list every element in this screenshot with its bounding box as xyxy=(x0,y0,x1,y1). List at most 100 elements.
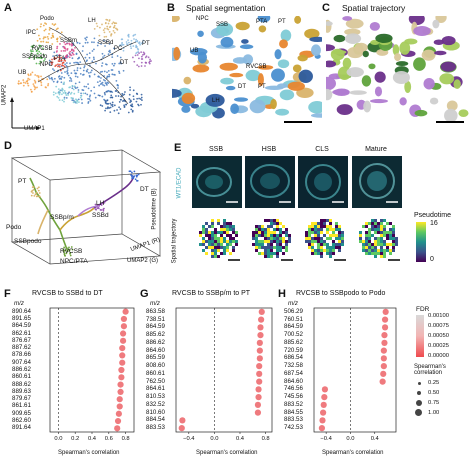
umap-label-ssbd: SSBd xyxy=(98,40,114,46)
size-value-2: 0.75 xyxy=(428,400,440,406)
traj-label-dt: DT xyxy=(140,186,149,193)
umap-label-ipc: IPC xyxy=(26,30,37,36)
mz-label: 760.51 xyxy=(284,315,303,323)
x-tick-label: −0.4 xyxy=(320,436,332,442)
mz-label: 810.60 xyxy=(146,408,165,416)
trajectory-3d-plot xyxy=(10,149,162,265)
mz-label: 879.67 xyxy=(12,395,31,403)
seg-label-ssb: SSB xyxy=(216,22,229,28)
dot-864.60 xyxy=(256,347,263,354)
mz-label: 745.56 xyxy=(284,393,303,401)
umap-label-ssbm: SSBm xyxy=(60,38,78,44)
umap-label-npc: NPC xyxy=(40,62,53,68)
seg-label-npc: NPC xyxy=(196,16,209,22)
trajectory-map-mature xyxy=(359,219,400,261)
size-legend-title: Spearman's correlation xyxy=(414,364,446,376)
umap1-axis-label: UMAP1 xyxy=(24,126,45,132)
x-tick-label: −0.4 xyxy=(183,436,195,442)
panel-h-mz-label: m/z xyxy=(288,300,298,307)
panel-d-letter: D xyxy=(4,140,12,152)
traj-label-podo: Podo xyxy=(6,224,22,231)
e-col-cls: CLS xyxy=(315,146,329,153)
seg-label-ub: UB xyxy=(190,48,199,54)
mz-label: 886.62 xyxy=(146,338,165,346)
dot-891.65 xyxy=(120,315,128,323)
dot-863.58 xyxy=(258,308,265,315)
dot-760.51 xyxy=(381,316,389,323)
dot-886.62 xyxy=(256,339,263,346)
plot-h: −0.4 0.0 0.4 xyxy=(313,307,397,442)
mz-label: 878.66 xyxy=(12,351,31,359)
traj-label-rvcsb: RVCSB xyxy=(60,248,83,255)
fdr-legend-title: FDR xyxy=(416,306,430,313)
mz-label: 865.59 xyxy=(146,354,165,362)
dot-686.54 xyxy=(380,355,387,362)
micrograph-mature xyxy=(352,156,402,208)
dot-742.53 xyxy=(318,425,325,432)
dot-860.61 xyxy=(118,374,125,381)
dot-876.67 xyxy=(119,337,127,344)
fdr-value-2: 0.00050 xyxy=(428,333,449,339)
seg-label-pta: PTA xyxy=(256,19,268,25)
trajectory-map-hsb xyxy=(252,219,293,261)
x-tick-label: 0.0 xyxy=(346,436,354,442)
dot-746.56 xyxy=(321,386,329,393)
traj-label-ssbd: SSBd xyxy=(92,212,109,219)
umap2-axis-label: UMAP2 xyxy=(1,84,8,106)
umap-label-ub: UB xyxy=(18,70,27,76)
e-row1-label: WT1/ECAD xyxy=(176,167,183,199)
plot-f: 0.0 0.2 0.4 0.6 0.8 xyxy=(49,307,135,442)
mz-label: 700.52 xyxy=(284,331,303,339)
x-tick-label: 0.8 xyxy=(262,436,270,442)
dot-883.52 xyxy=(320,401,327,408)
umap-label-pta: PTA xyxy=(54,56,66,62)
dot-860.61 xyxy=(256,370,263,377)
x-tick-label: 0.4 xyxy=(236,436,245,442)
panel-g-title: RVCSB to SSBp/m to PT xyxy=(172,290,251,297)
seg-label-lh: LH xyxy=(212,98,220,104)
size-dot-0 xyxy=(418,382,421,385)
size-dot-3 xyxy=(415,409,422,416)
d-axis-umap2: UMAP2 (G) xyxy=(127,258,159,264)
dot-887.62 xyxy=(119,345,126,352)
mz-label: 506.29 xyxy=(284,307,303,315)
fdr-colorbar xyxy=(416,315,424,357)
panel-c-title: Spatial trajectory xyxy=(342,3,406,13)
panel-f-letter: F xyxy=(4,288,11,300)
panel-h-xlabel: Spearman's correlation xyxy=(322,450,384,456)
fdr-value-0: 0.00100 xyxy=(428,313,449,319)
mz-label: 889.63 xyxy=(12,387,31,395)
mz-label: 862.61 xyxy=(12,329,31,337)
seg-label-rvcsb: RVCSB xyxy=(246,64,267,70)
panel-c-letter: C xyxy=(322,2,330,14)
x-tick-label: 0.0 xyxy=(210,436,218,442)
mz-label: 883.52 xyxy=(284,400,303,408)
seg-label-dt: DT xyxy=(238,84,246,90)
mz-label: 808.60 xyxy=(146,362,165,370)
umap-scatter xyxy=(10,18,152,130)
traj-label-ssbpodo: SSBpodo xyxy=(14,238,42,245)
fdr-value-4: 0.00000 xyxy=(428,353,449,359)
mz-label: 738.51 xyxy=(146,315,165,323)
dot-864.59 xyxy=(120,323,128,330)
panel-f-mz-label: m/z xyxy=(14,300,24,307)
mz-label: 883.53 xyxy=(284,416,303,424)
mz-label: 891.64 xyxy=(12,424,31,432)
mz-label: 907.64 xyxy=(12,358,31,366)
trajectory-map-ssb xyxy=(199,219,240,261)
size-dot-1 xyxy=(417,391,421,395)
mz-label: 890.64 xyxy=(12,307,31,315)
e-row2-label: Spatial trajectory xyxy=(171,218,178,264)
dot-864.60 xyxy=(379,378,386,385)
dot-862.60 xyxy=(114,417,122,425)
dot-879.67 xyxy=(116,396,123,403)
dot-738.51 xyxy=(258,316,265,323)
dot-883.53 xyxy=(178,425,185,432)
size-value-0: 0.25 xyxy=(428,380,440,386)
micrograph-hsb xyxy=(245,156,295,208)
mz-label: 891.65 xyxy=(12,314,31,322)
e-col-hsb: HSB xyxy=(261,146,277,153)
dot-808.60 xyxy=(256,363,263,370)
dot-886.62 xyxy=(118,366,125,374)
size-value-1: 0.50 xyxy=(428,390,440,396)
